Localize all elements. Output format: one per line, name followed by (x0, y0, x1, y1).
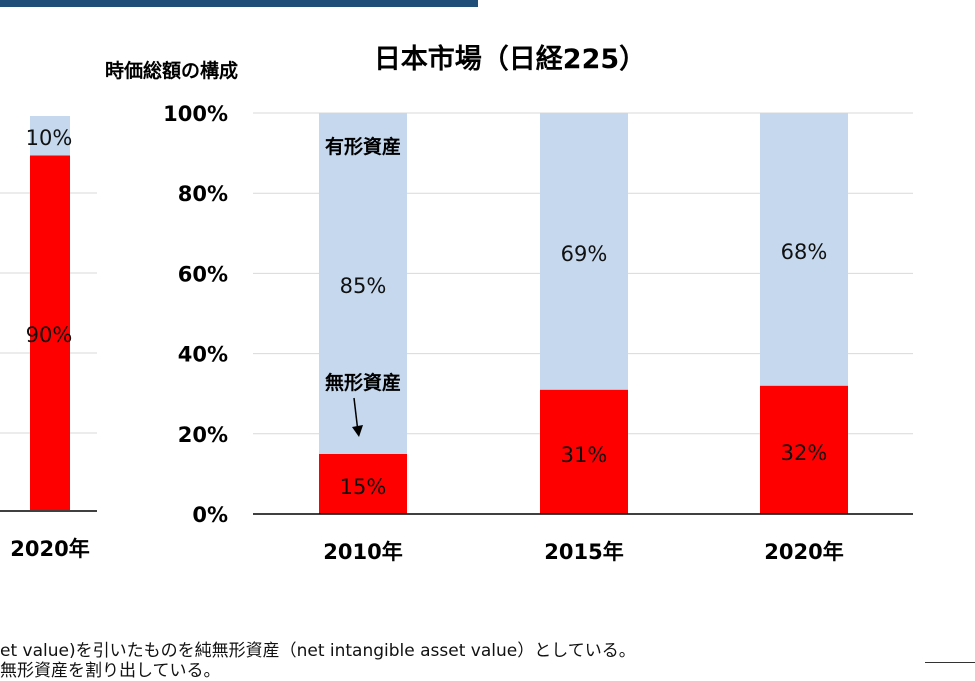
y-tick-label: 60% (178, 262, 228, 286)
intangible-annotation: 無形資産 (325, 371, 401, 394)
divider-line (925, 662, 975, 663)
x-tick-label: 2015年 (544, 540, 623, 564)
x-tick-label: 2010年 (323, 540, 402, 564)
left-intangible-bar-segment (30, 155, 70, 510)
data-label: 85% (340, 274, 387, 298)
y-tick-label: 20% (178, 423, 228, 447)
left-x-tick-label: 2020年 (10, 537, 89, 561)
data-label: 68% (781, 240, 828, 264)
left-partial-chart: 90% 10% 2020年 (0, 116, 97, 561)
data-label: 32% (781, 441, 828, 465)
x-tick-label: 2020年 (764, 540, 843, 564)
main-chart: 0% 20% 40% 60% 80% 100% 2010年 2015年 2020年 15% 31% 3… (163, 102, 913, 564)
footnote-line-2: 無形資産を割り出している。 (0, 661, 221, 681)
tangible-bar-segment (540, 113, 628, 390)
tangible-bar-segment (760, 113, 848, 386)
y-tick-label: 100% (163, 102, 228, 126)
intangible-bar-segment (319, 453, 407, 514)
left-data-label: 10% (26, 126, 73, 150)
footnote-line-1: et value)を引いたものを純無形資産（net intangible ass… (0, 641, 636, 661)
data-label: 15% (340, 475, 387, 499)
y-axis-label: 時価総額の構成 (105, 59, 238, 82)
market-cap-composition-chart: 日本市場（日経225） 時価総額の構成 90% 10% 2020年 0% 20% 40%… (0, 43, 913, 564)
y-tick-label: 40% (178, 343, 228, 367)
intangible-bar-segment (540, 389, 628, 514)
y-tick-label: 80% (178, 182, 228, 206)
y-tick-label: 0% (192, 503, 228, 527)
header-accent-bar (0, 0, 478, 7)
chart-title: 日本市場（日経225） (374, 43, 646, 75)
intangible-bar-segment (760, 385, 848, 514)
left-tangible-bar-segment (30, 116, 70, 156)
left-data-label: 90% (26, 323, 73, 347)
annotation-arrow-head (352, 425, 363, 437)
tangible-bar-segment (319, 113, 407, 454)
tangible-annotation: 有形資産 (325, 135, 401, 158)
data-label: 31% (561, 443, 608, 467)
data-label: 69% (561, 242, 608, 266)
